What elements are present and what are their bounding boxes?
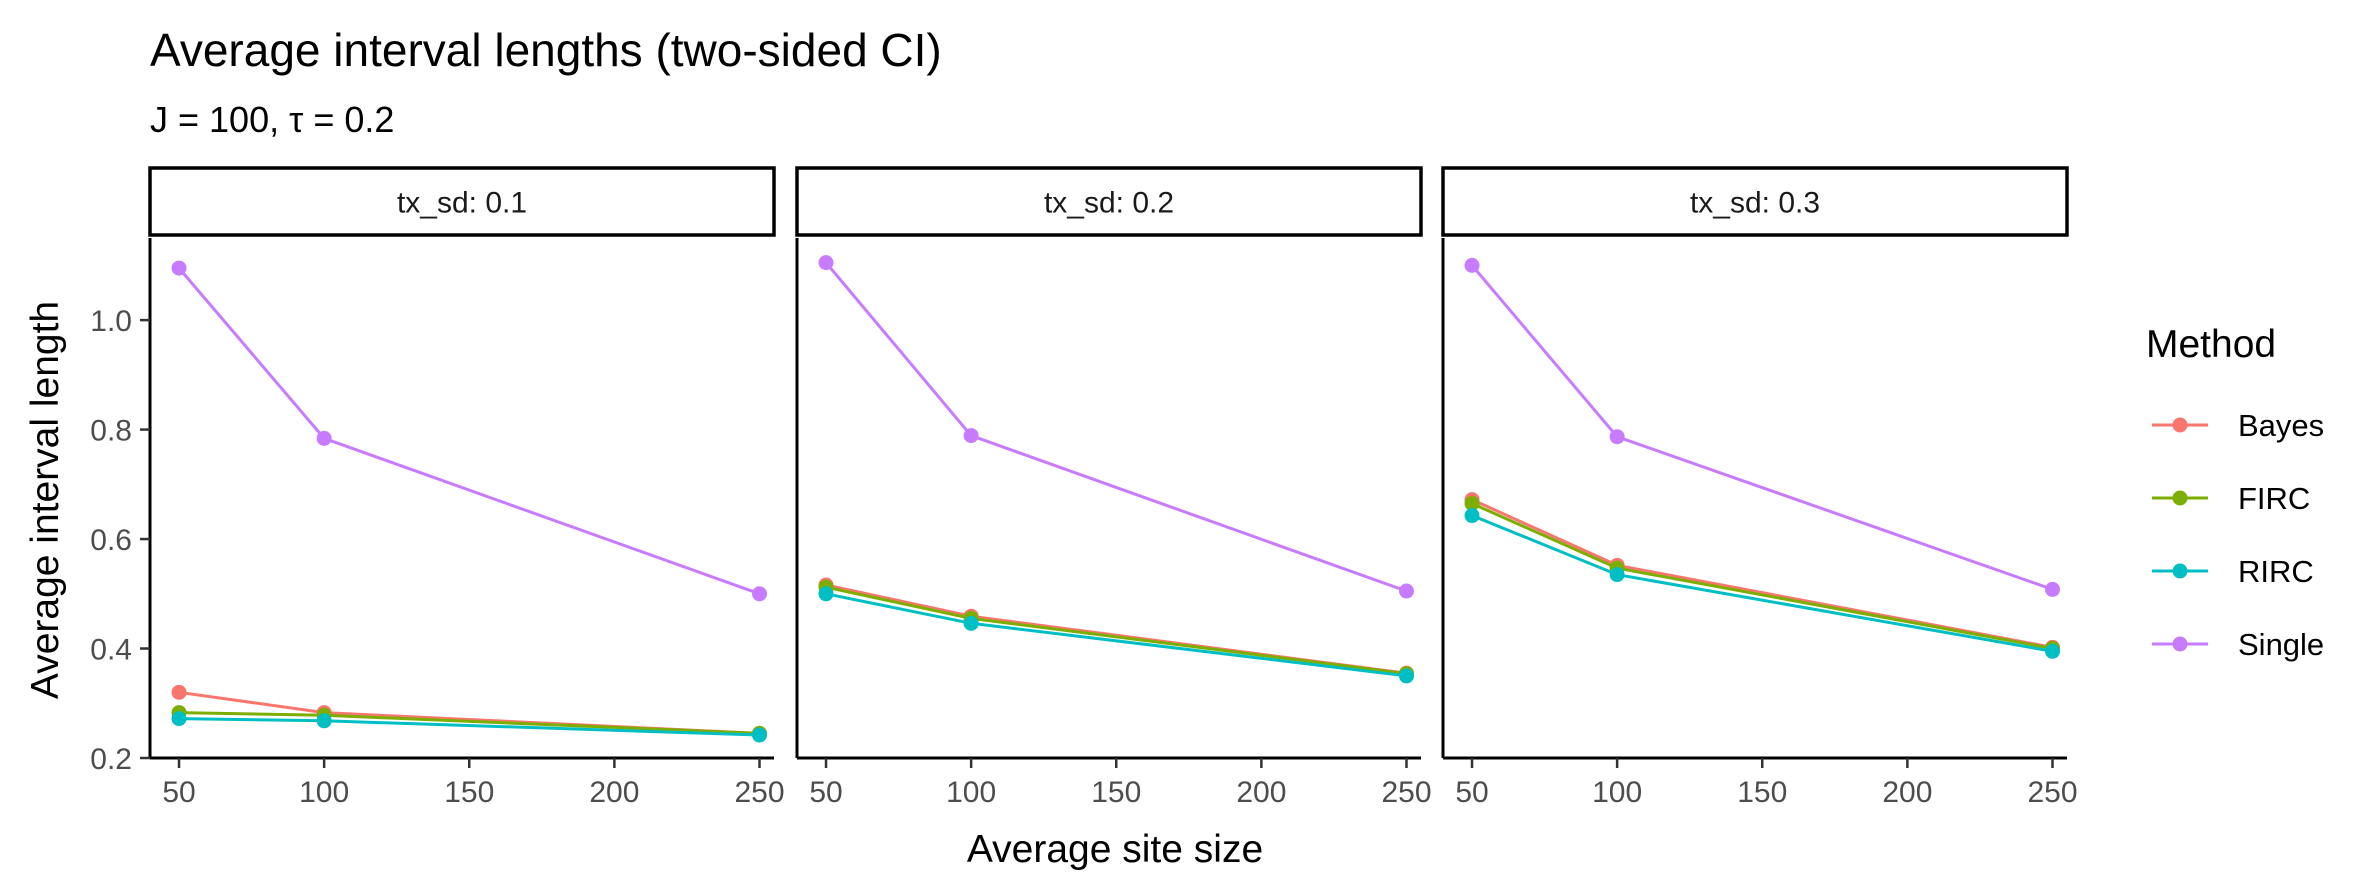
- data-point-single: [1398, 583, 1414, 599]
- data-point-single: [963, 428, 979, 444]
- data-point-single: [2044, 581, 2060, 597]
- series-line-single: [824, 261, 1408, 593]
- series-line-bayes: [1471, 498, 2053, 649]
- legend-label: Single: [2238, 627, 2324, 662]
- data-point-firc: [1464, 495, 1480, 511]
- x-tick-label: 250: [2027, 776, 2077, 809]
- series-line-firc: [1471, 502, 2053, 650]
- data-point-single: [1609, 429, 1625, 445]
- data-point-rirc: [1464, 508, 1480, 524]
- legend-item-bayes: Bayes: [2152, 408, 2324, 443]
- facet-strip-label: tx_sd: 0.3: [1690, 187, 1820, 220]
- data-point-rirc: [963, 615, 979, 631]
- data-point-rirc: [316, 713, 332, 729]
- facet-strip: [1441, 166, 2069, 237]
- x-tick-label: 250: [734, 776, 784, 809]
- x-tick-label: 100: [1592, 776, 1642, 809]
- facet-strip-label: tx_sd: 0.2: [1044, 187, 1174, 220]
- x-tick-label: 50: [162, 776, 195, 809]
- y-tick-label: 0.6: [90, 524, 132, 557]
- x-tick-label: 150: [1737, 776, 1787, 809]
- data-point-rirc: [818, 586, 834, 602]
- data-point-single: [818, 255, 834, 271]
- series-line-bayes: [825, 583, 1407, 675]
- y-tick-label: 0.2: [90, 743, 132, 776]
- data-point-single: [1464, 257, 1480, 273]
- x-tick-label: 50: [1455, 776, 1488, 809]
- series-line-firc: [178, 711, 760, 735]
- x-tick-label: 250: [1381, 776, 1431, 809]
- y-axis-title: Average interval length: [24, 301, 67, 699]
- legend-item-rirc: RIRC: [2152, 554, 2314, 589]
- legend-key-point: [2172, 490, 2188, 506]
- facet-strip-label: tx_sd: 0.1: [397, 187, 527, 220]
- legend-key-point: [2172, 417, 2188, 433]
- data-point-bayes: [171, 684, 187, 700]
- facet-panel: tx_sd: 0.1 50 100 150 200 250 0.2 0.4 0.6 0.8 1.0: [90, 166, 785, 809]
- y-tick-label: 1.0: [90, 305, 132, 338]
- legend-key-point: [2172, 636, 2188, 652]
- x-tick-label: 150: [1091, 776, 1141, 809]
- data-point-single: [171, 260, 187, 276]
- data-point-rirc: [1398, 668, 1414, 684]
- data-point-rirc: [1609, 567, 1625, 583]
- x-tick-label: 150: [444, 776, 494, 809]
- facet-strip: [795, 166, 1423, 237]
- y-tick-label: 0.4: [90, 634, 132, 667]
- x-tick-label: 200: [1236, 776, 1286, 809]
- legend-key-point: [2172, 563, 2188, 579]
- legend-label: FIRC: [2238, 481, 2310, 516]
- data-point-single: [316, 430, 332, 446]
- x-tick-label: 100: [946, 776, 996, 809]
- legend-title: Method: [2146, 323, 2276, 366]
- data-point-rirc: [2044, 643, 2060, 659]
- data-point-single: [751, 586, 767, 602]
- series-line-single: [177, 267, 761, 596]
- x-tick-label: 200: [589, 776, 639, 809]
- legend: Method Bayes FIRC RIRC Single: [2146, 323, 2324, 662]
- facet-panel: tx_sd: 0.3 50 100 150 200 250: [1441, 166, 2078, 809]
- data-point-rirc: [171, 711, 187, 727]
- legend-label: Bayes: [2238, 408, 2324, 443]
- x-axis-title: Average site size: [967, 828, 1263, 871]
- facet-panel: tx_sd: 0.2 50 100 150 200 250: [795, 166, 1432, 809]
- x-tick-label: 100: [299, 776, 349, 809]
- data-point-rirc: [751, 727, 767, 743]
- legend-label: RIRC: [2238, 554, 2314, 589]
- legend-item-single: Single: [2152, 627, 2324, 662]
- facet-strip: [148, 166, 776, 237]
- chart-title: Average interval lengths (two-sided CI): [150, 24, 942, 76]
- facet-panels: tx_sd: 0.150 100 150 200 2500.20.40.60.81.0t…: [90, 166, 2078, 809]
- chart-subtitle: J = 100, τ = 0.2: [150, 99, 394, 140]
- legend-item-firc: FIRC: [2152, 481, 2310, 516]
- x-tick-label: 200: [1882, 776, 1932, 809]
- x-tick-label: 50: [809, 776, 842, 809]
- y-tick-label: 0.8: [90, 415, 132, 448]
